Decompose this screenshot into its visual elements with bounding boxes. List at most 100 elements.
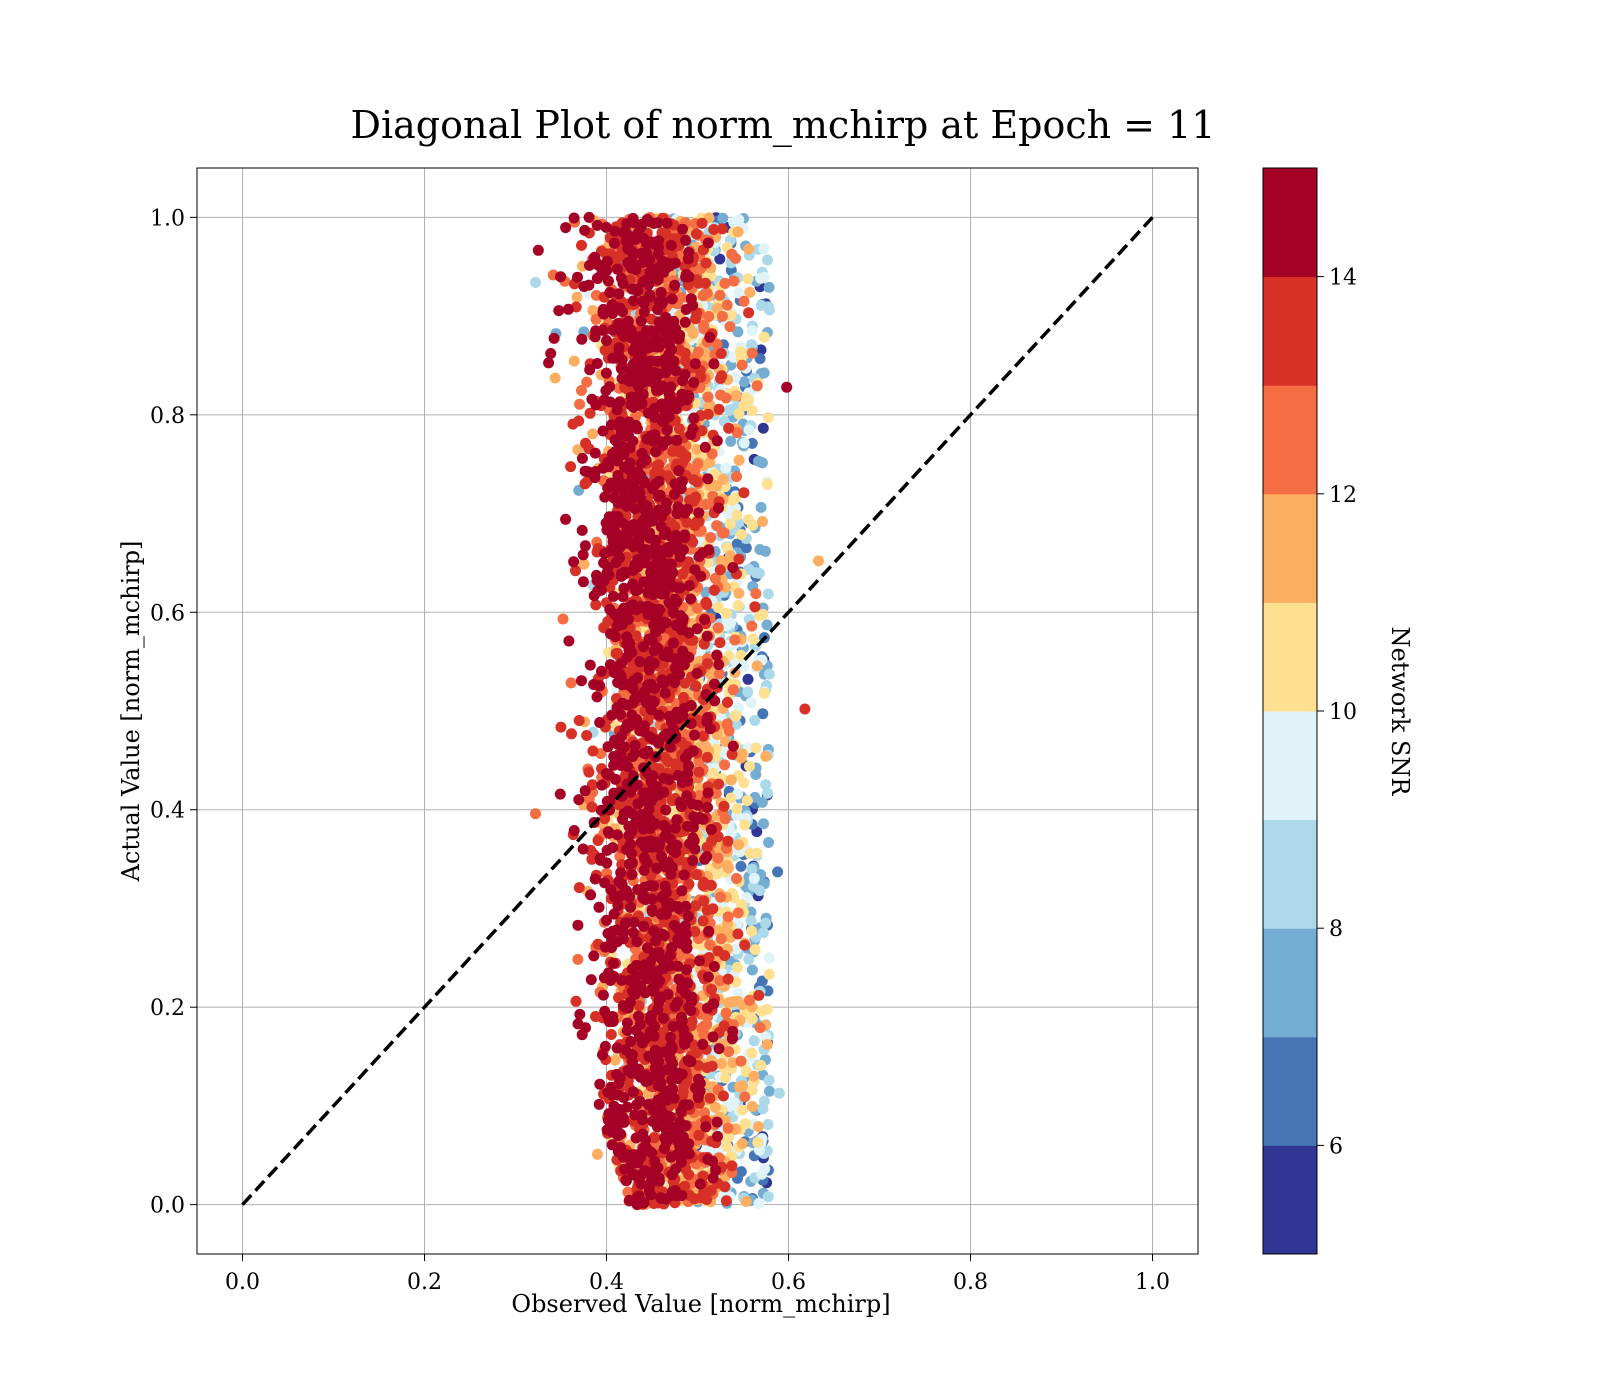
scatter-point: [744, 286, 756, 298]
scatter-point: [726, 248, 738, 260]
scatter-point: [576, 385, 587, 396]
scatter-point: [714, 975, 726, 987]
scatter-point: [679, 677, 691, 689]
scatter-point: [758, 818, 769, 830]
scatter-point: [718, 1020, 730, 1032]
scatter-point: [690, 313, 701, 325]
scatter-point: [725, 792, 737, 804]
scatter-point: [617, 306, 628, 318]
scatter-point: [736, 359, 748, 371]
scatter-point: [753, 1198, 765, 1209]
scatter-point: [648, 1132, 660, 1144]
scatter-point: [747, 633, 759, 645]
scatter-point: [605, 419, 617, 431]
scatter-point: [724, 518, 736, 530]
scatter-point: [746, 347, 758, 359]
scatter-point: [743, 953, 755, 965]
scatter-point: [740, 542, 752, 554]
scatter-point: [711, 1116, 723, 1128]
scatter-point: [680, 234, 692, 246]
scatter-point: [690, 228, 702, 240]
scatter-point: [715, 555, 727, 567]
scatter-point: [755, 1059, 767, 1071]
scatter-point: [572, 953, 584, 965]
scatter-point: [703, 925, 715, 937]
scatter-point: [719, 277, 731, 289]
scatter-point: [738, 487, 750, 499]
scatter-point: [736, 1138, 748, 1150]
scatter-point: [700, 257, 712, 269]
scatter-point: [713, 659, 725, 671]
scatter-point: [689, 926, 701, 937]
scatter-point: [591, 1148, 603, 1160]
scatter-point: [691, 667, 703, 679]
scatter-point: [664, 741, 676, 753]
scatter-point: [722, 696, 733, 708]
scatter-point: [763, 968, 775, 980]
scatter-point: [707, 767, 719, 779]
scatter-point: [761, 1003, 773, 1015]
scatter-point: [612, 1089, 624, 1101]
scatter-point: [585, 974, 597, 986]
scatter-point: [574, 398, 586, 410]
scatter-point: [711, 435, 723, 447]
scatter-point: [741, 795, 753, 806]
scatter-point: [700, 1121, 712, 1133]
scatter-point: [682, 253, 694, 265]
scatter-point: [586, 853, 598, 865]
scatter-point: [725, 309, 737, 321]
scatter-point: [746, 1101, 758, 1112]
scatter-point: [590, 1011, 601, 1022]
scatter-point: [764, 1085, 775, 1097]
scatter-point: [618, 582, 630, 594]
scatter-point: [689, 729, 700, 741]
scatter-point: [587, 428, 599, 440]
scatter-point: [763, 837, 775, 848]
scatter-point: [594, 680, 606, 692]
scatter-point: [572, 444, 584, 456]
scatter-point: [731, 961, 743, 973]
scatter-point: [604, 287, 616, 298]
chart-title: Diagonal Plot of norm_mchirp at Epoch = …: [351, 103, 1216, 148]
scatter-point: [583, 766, 595, 778]
scatter-point: [734, 1081, 745, 1093]
scatter-point: [676, 885, 688, 897]
scatter-point: [733, 454, 745, 466]
scatter-point: [664, 960, 676, 972]
scatter-point: [567, 418, 579, 430]
scatter-point: [716, 310, 728, 322]
scatter-point: [712, 852, 724, 864]
scatter-point: [733, 553, 745, 565]
scatter-point: [746, 1047, 758, 1059]
scatter-point: [703, 311, 715, 322]
scatter-point: [758, 687, 770, 699]
scatter-point: [761, 1039, 773, 1050]
scatter-point: [735, 1055, 747, 1067]
scatter-point: [719, 1181, 731, 1193]
scatter-point: [697, 915, 709, 927]
scatter-point: [687, 821, 699, 833]
scatter-point: [611, 263, 623, 275]
scatter-point: [722, 911, 734, 923]
scatter-point: [683, 760, 694, 772]
scatter-point: [736, 899, 748, 911]
scatter-point: [725, 435, 737, 447]
scatter-point: [712, 302, 723, 314]
scatter-point: [746, 964, 758, 976]
scatter-point: [661, 424, 673, 436]
scatter-point: [624, 891, 635, 903]
scatter-point: [762, 985, 774, 997]
scatter-point: [615, 272, 627, 284]
scatter-point: [712, 622, 724, 634]
scatter-point: [727, 1057, 739, 1069]
scatter-point: [655, 286, 667, 298]
scatter-point: [591, 691, 603, 703]
scatter-point: [721, 859, 733, 871]
scatter-point: [742, 673, 754, 685]
scatter-point: [746, 925, 758, 937]
scatter-point: [622, 1186, 634, 1198]
scatter-point: [693, 1129, 705, 1141]
scatter-point: [687, 855, 699, 866]
scatter-point: [716, 370, 728, 382]
